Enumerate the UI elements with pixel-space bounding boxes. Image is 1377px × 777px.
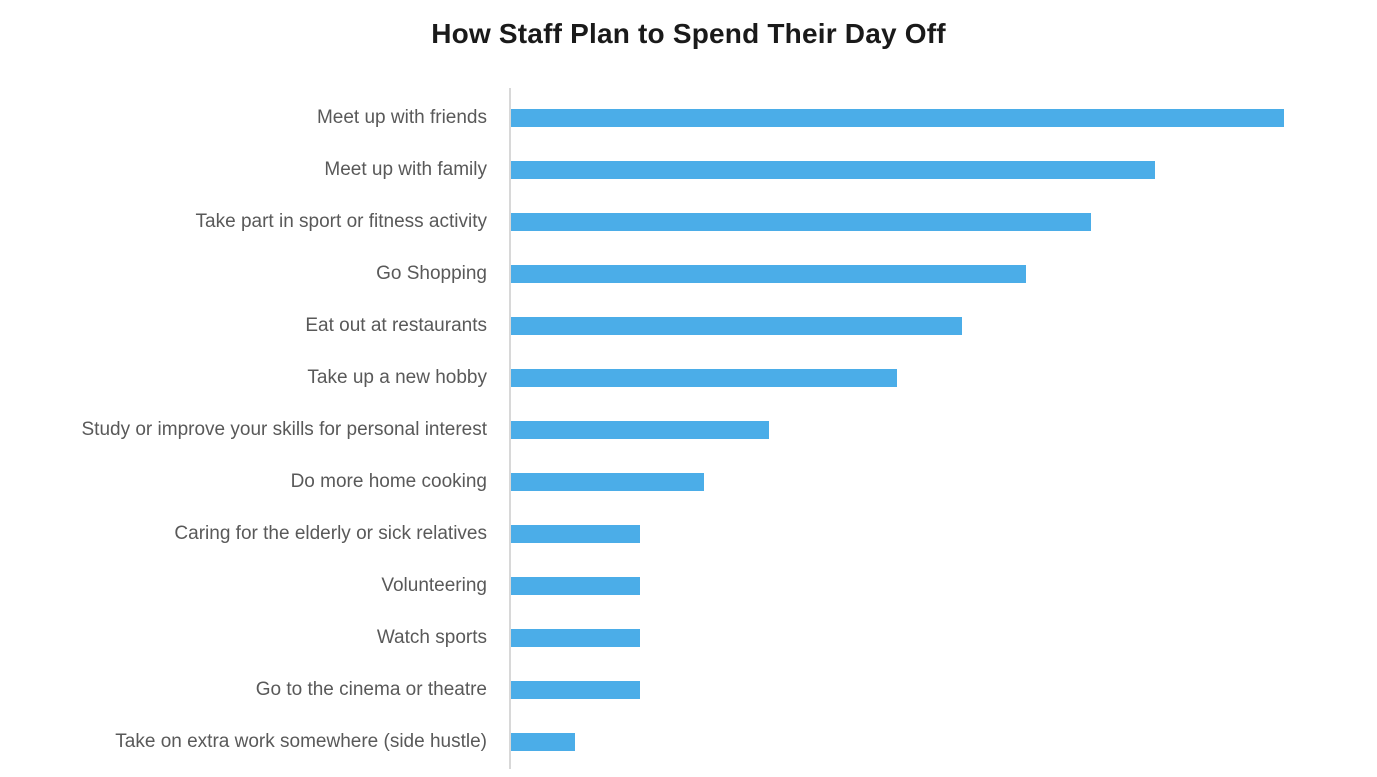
category-label: Caring for the elderly or sick relatives [174,523,487,544]
bar-area [511,352,1377,404]
bar-area [511,508,1377,560]
bar [511,681,640,699]
bar [511,421,769,439]
category-label: Watch sports [376,627,487,648]
category-label: Meet up with family [324,159,487,180]
chart-row: Eat out at restaurants [0,300,1377,352]
chart-row: Take on extra work somewhere (side hustl… [0,716,1377,768]
bar-area [511,196,1377,248]
category-label: Go to the cinema or theatre [255,679,487,700]
chart-row: Study or improve your skills for persona… [0,404,1377,456]
bar-chart: Meet up with friends Meet up with family… [0,88,1377,769]
bar [511,317,962,335]
category-label: Volunteering [381,575,487,596]
chart-row: Take part in sport or fitness activity [0,196,1377,248]
category-label: Take part in sport or fitness activity [195,211,487,232]
bar-area [511,144,1377,196]
category-label: Take up a new hobby [307,367,487,388]
bar [511,733,576,751]
chart-row: Take up a new hobby [0,352,1377,404]
category-label: Take on extra work somewhere (side hustl… [115,731,487,752]
bar [511,473,705,491]
bar-area [511,300,1377,352]
bar-area [511,456,1377,508]
chart-row: Go to the cinema or theatre [0,664,1377,716]
bar-area [511,92,1377,144]
bar-area [511,612,1377,664]
bar [511,629,640,647]
category-label: Meet up with friends [316,107,487,128]
chart-row: Meet up with family [0,144,1377,196]
bar [511,577,640,595]
bar [511,265,1027,283]
chart-row: Go Shopping [0,248,1377,300]
bar-area [511,664,1377,716]
bar [511,525,640,543]
category-label: Go Shopping [376,263,487,284]
category-label: Eat out at restaurants [305,315,487,336]
chart-row: Do more home cooking [0,456,1377,508]
bar-area [511,404,1377,456]
y-axis-line [509,88,511,769]
chart-row: Caring for the elderly or sick relatives [0,508,1377,560]
category-label: Study or improve your skills for persona… [81,419,488,440]
bar-area [511,560,1377,612]
bar [511,213,1091,231]
bar [511,369,898,387]
chart-title: How Staff Plan to Spend Their Day Off [431,18,946,49]
chart-rows: Meet up with friends Meet up with family… [0,92,1377,768]
category-label: Do more home cooking [290,471,487,492]
chart-row: Watch sports [0,612,1377,664]
bar-area [511,716,1377,768]
chart-row: Meet up with friends [0,92,1377,144]
chart-row: Volunteering [0,560,1377,612]
bar [511,109,1284,127]
bar [511,161,1155,179]
bar-area [511,248,1377,300]
